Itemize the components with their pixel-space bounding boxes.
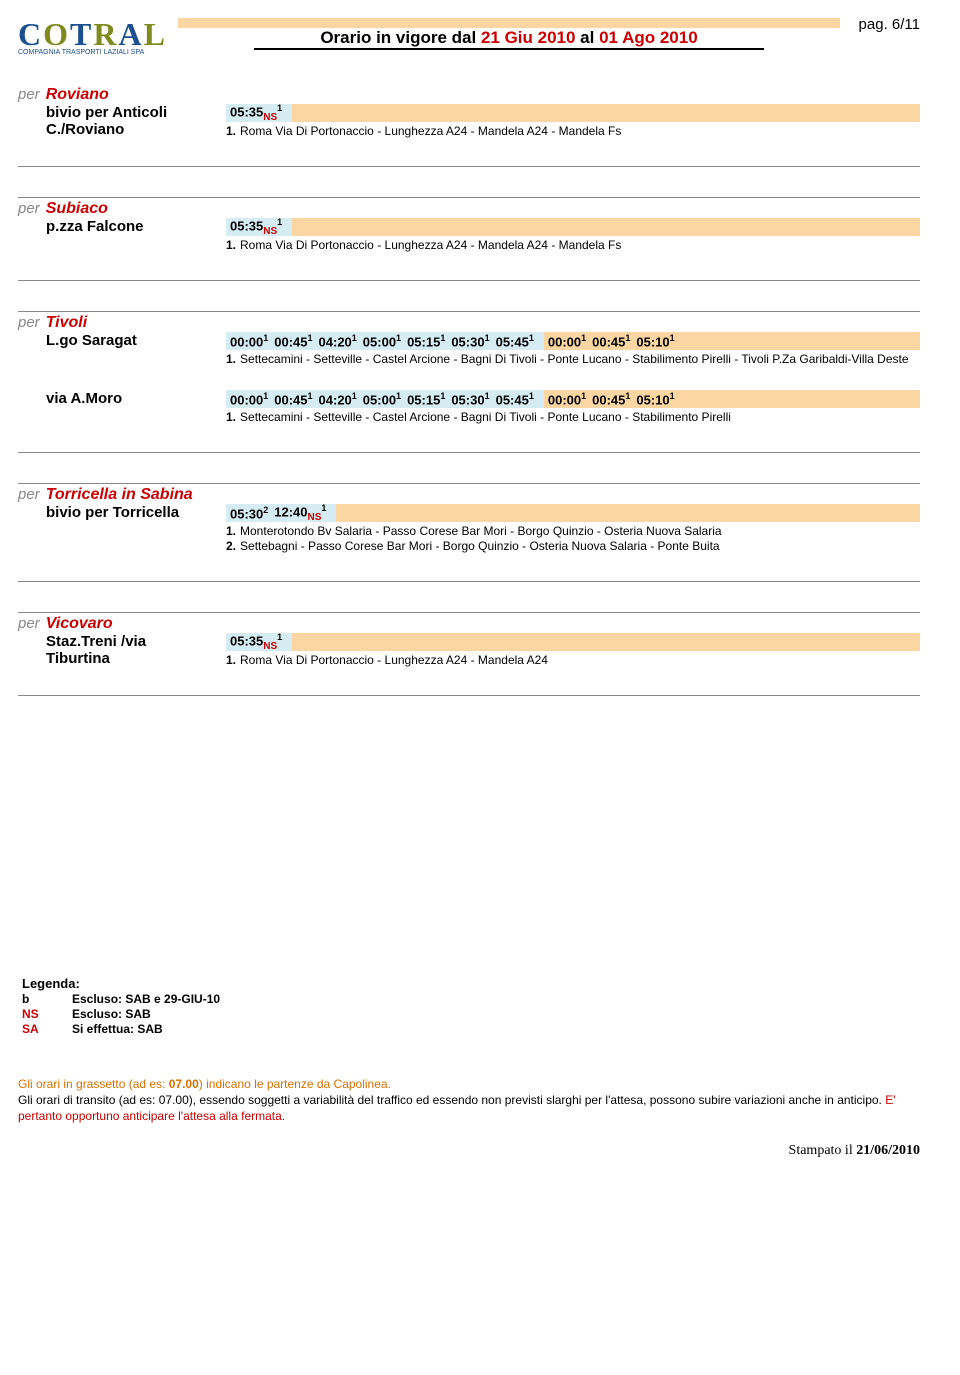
times-row: 05:35NS1 [226,104,920,122]
route-note: 1.Monterotondo Bv Salaria - Passo Corese… [226,524,920,538]
time-entry: 00:451 [592,333,630,349]
legend-desc: Escluso: SAB [72,1007,151,1021]
times-weekday: 00:001 00:451 04:201 05:001 05:151 05:301 05:4… [226,332,544,350]
stop-label: L.go Saragat [46,332,226,366]
time-entry: 05:101 [636,391,674,407]
legend-desc: Si effettua: SAB [72,1022,163,1036]
times-weekday: 05:35NS1 [226,218,292,236]
times-row: 05:35NS1 [226,633,920,651]
time-entry: 05:302 [230,505,268,521]
per-label: per [18,86,40,104]
time-entry: 05:301 [451,333,489,349]
legend-code: NS [22,1007,72,1021]
legend: Legenda: bEscluso: SAB e 29-GIU-10NSEscl… [18,976,920,1036]
legend-desc: Escluso: SAB e 29-GIU-10 [72,992,220,1006]
route-note: 2.Settebagni - Passo Corese Bar Mori - B… [226,539,920,553]
destination: Roviano [46,86,109,104]
destination: Torricella in Sabina [46,486,193,504]
destination: Vicovaro [46,615,113,633]
time-entry: 04:201 [319,391,357,407]
route-note: 1.Settecamini - Setteville - Castel Arci… [226,352,920,366]
time-entry: 05:151 [407,333,445,349]
time-entry: 05:301 [451,391,489,407]
route-note: 1.Roma Via Di Portonaccio - Lunghezza A2… [226,124,920,138]
page-number: pag. 6/11 [840,12,920,33]
legend-code: b [22,992,72,1006]
time-entry: 04:201 [319,333,357,349]
destination: Subiaco [46,200,108,218]
legend-code: SA [22,1022,72,1036]
time-entry: 05:35NS1 [230,217,282,237]
footer: Gli orari in grassetto (ad es: 07.00) in… [18,1076,920,1125]
times-row: 05:302 12:40NS1 [226,504,920,522]
times-holiday: 00:001 00:451 05:101 [544,332,920,350]
time-entry: 00:451 [274,391,312,407]
per-label: per [18,486,40,504]
legend-title: Legenda: [22,976,920,991]
time-entry: 00:001 [230,391,268,407]
times-holiday [292,633,920,651]
time-entry: 00:451 [592,391,630,407]
stop-label: bivio per Torricella [46,504,226,553]
times-holiday [336,504,920,522]
times-holiday: 00:001 00:451 05:101 [544,390,920,408]
times-holiday [292,104,920,122]
per-label: per [18,314,40,332]
time-entry: 00:451 [274,333,312,349]
times-weekday: 05:302 12:40NS1 [226,504,336,522]
times-row: 00:001 00:451 04:201 05:001 05:151 05:301 05:4… [226,332,920,350]
time-entry: 05:001 [363,333,401,349]
times-row: 00:001 00:451 04:201 05:001 05:151 05:301 05:4… [226,390,920,408]
per-label: per [18,200,40,218]
logo: COTRAL COMPAGNIA TRASPORTI LAZIALI SPA [18,12,178,56]
time-entry: 05:151 [407,391,445,407]
stop-label: Staz.Treni /viaTiburtina [46,633,226,667]
title-bar [178,18,840,28]
route-note: 1.Settecamini - Setteville - Castel Arci… [226,410,920,424]
stop-label: via A.Moro [46,390,226,424]
route-note: 1.Roma Via Di Portonaccio - Lunghezza A2… [226,238,920,252]
stop-label: bivio per AnticoliC./Roviano [46,104,226,138]
print-date: Stampato il 21/06/2010 [18,1143,920,1159]
time-entry: 00:001 [548,333,586,349]
time-entry: 00:001 [230,333,268,349]
destination: Tivoli [46,314,88,332]
times-holiday [292,218,920,236]
times-weekday: 05:35NS1 [226,104,292,122]
page-title: Orario in vigore dal 21 Giu 2010 al 01 A… [178,28,840,48]
stop-label: p.zza Falcone [46,218,226,252]
time-entry: 05:35NS1 [230,632,282,652]
route-note: 1.Roma Via Di Portonaccio - Lunghezza A2… [226,653,920,667]
times-weekday: 05:35NS1 [226,633,292,651]
times-weekday: 00:001 00:451 04:201 05:001 05:151 05:301 05:4… [226,390,544,408]
time-entry: 05:35NS1 [230,103,282,123]
per-label: per [18,615,40,633]
time-entry: 05:001 [363,391,401,407]
time-entry: 05:101 [636,333,674,349]
time-entry: 05:451 [496,391,534,407]
times-row: 05:35NS1 [226,218,920,236]
time-entry: 12:40NS1 [274,503,326,523]
time-entry: 00:001 [548,391,586,407]
time-entry: 05:451 [496,333,534,349]
